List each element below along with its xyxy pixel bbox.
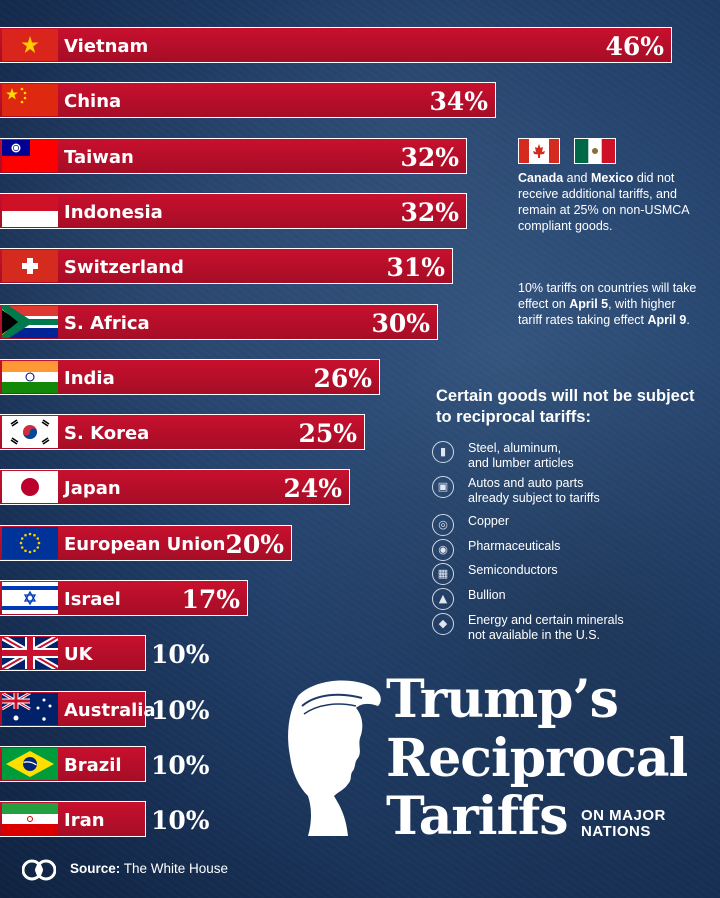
beam-icon: ▮ — [432, 441, 454, 463]
value-label: 32% — [400, 143, 459, 172]
category-label: S. Korea — [64, 423, 150, 444]
canada-mexico-note: Canada and Mexico did not receive additi… — [518, 171, 689, 233]
value-label: 31% — [386, 253, 445, 282]
effective-date-note: 10% tariffs on countries will take effec… — [518, 281, 697, 327]
exempt-goods-title: Certain goods will not be subject to rec… — [436, 387, 695, 426]
bar-japan — [0, 469, 350, 505]
bar-south-africa — [0, 304, 438, 340]
canada-flag-icon — [518, 138, 560, 164]
value-label: 34% — [429, 87, 488, 116]
european-union-flag-icon — [2, 527, 58, 559]
gold-bars-icon: ▲ — [432, 588, 454, 610]
bar-china — [0, 82, 496, 118]
value-label: 20% — [225, 530, 284, 559]
value-label: 10% — [151, 640, 210, 669]
chip-icon: ▦ — [432, 563, 454, 585]
brazil-flag-icon — [2, 748, 58, 780]
car-icon: ▣ — [432, 476, 454, 498]
exempt-good-label: Steel, aluminum, and lumber articles — [468, 441, 574, 470]
mineral-icon: ◆ — [432, 613, 454, 635]
indonesia-flag-icon — [2, 195, 58, 227]
value-label: 26% — [313, 364, 372, 393]
israel-flag-icon — [2, 582, 58, 614]
category-label: European Union — [64, 534, 226, 555]
japan-flag-icon — [2, 471, 58, 503]
bar-south-korea — [0, 414, 365, 450]
source-line: Source: The White House — [70, 861, 229, 876]
south-korea-flag-icon — [2, 416, 58, 448]
value-label: 10% — [151, 696, 210, 725]
vietnam-flag-icon — [2, 29, 58, 61]
category-label: Vietnam — [64, 36, 149, 57]
bar-india — [0, 359, 380, 395]
value-label: 24% — [283, 474, 342, 503]
value-label: 10% — [151, 806, 210, 835]
exempt-good-label: Bullion — [468, 588, 506, 602]
category-label: UK — [64, 644, 93, 665]
category-label: Japan — [64, 478, 121, 499]
headline-sub-line2: NATIONS — [581, 823, 651, 840]
exempt-good-label: Energy and certain minerals not available… — [468, 613, 624, 642]
category-label: Israel — [64, 589, 121, 610]
exempt-good-label: Copper — [468, 514, 509, 528]
category-label: Iran — [64, 810, 105, 831]
coil-icon: ◎ — [432, 514, 454, 536]
china-flag-icon — [2, 84, 58, 116]
pill-icon: ◉ — [432, 539, 454, 561]
value-label: 32% — [400, 198, 459, 227]
category-label: Taiwan — [64, 147, 134, 168]
headline-line1: Trump’s — [386, 669, 619, 730]
bar-vietnam — [0, 27, 672, 63]
iran-flag-icon — [2, 803, 58, 835]
category-label: India — [64, 368, 115, 389]
value-label: 10% — [151, 751, 210, 780]
bar-indonesia — [0, 193, 467, 229]
uk-flag-icon — [2, 637, 58, 669]
exempt-good-label: Pharmaceuticals — [468, 539, 561, 553]
category-label: Australia — [64, 700, 156, 721]
headline-sub-line1: ON MAJOR — [581, 807, 666, 824]
category-label: China — [64, 91, 122, 112]
taiwan-flag-icon — [2, 140, 58, 172]
value-label: 46% — [605, 32, 664, 61]
category-label: S. Africa — [64, 313, 150, 334]
india-flag-icon — [2, 361, 58, 393]
value-label: 25% — [298, 419, 357, 448]
brand-logo-icon — [22, 859, 56, 881]
exempt-good-label: Semiconductors — [468, 563, 558, 577]
south-africa-flag-icon — [2, 306, 58, 338]
switzerland-flag-icon — [2, 250, 58, 282]
headline-line3: Tariffs — [386, 786, 569, 847]
mexico-flag-icon — [574, 138, 616, 164]
category-label: Switzerland — [64, 257, 184, 278]
headline-line2: Reciprocal — [386, 728, 688, 789]
value-label: 30% — [371, 309, 430, 338]
australia-flag-icon — [2, 693, 58, 725]
trump-silhouette-icon — [288, 680, 381, 836]
category-label: Indonesia — [64, 202, 163, 223]
value-label: 17% — [181, 585, 240, 614]
exempt-good-label: Autos and auto parts already subject to t… — [468, 476, 600, 505]
bar-switzerland — [0, 248, 453, 284]
bar-taiwan — [0, 138, 467, 174]
category-label: Brazil — [64, 755, 122, 776]
